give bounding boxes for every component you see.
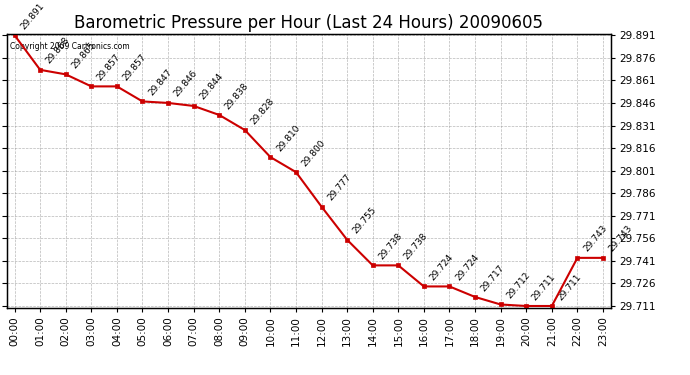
Text: 29.743: 29.743	[582, 224, 609, 254]
Text: 29.838: 29.838	[224, 81, 250, 111]
Text: 29.844: 29.844	[198, 72, 225, 102]
Text: 29.755: 29.755	[351, 206, 378, 236]
Text: 29.717: 29.717	[480, 263, 506, 293]
Text: 29.847: 29.847	[147, 68, 174, 97]
Text: 29.712: 29.712	[505, 270, 532, 300]
Text: 29.711: 29.711	[556, 272, 583, 302]
Text: 29.738: 29.738	[402, 231, 430, 261]
Text: 29.810: 29.810	[275, 123, 302, 153]
Text: 29.800: 29.800	[300, 138, 327, 168]
Text: 29.857: 29.857	[121, 52, 148, 82]
Text: 29.865: 29.865	[70, 40, 97, 70]
Text: 29.724: 29.724	[453, 252, 481, 282]
Text: 29.743: 29.743	[607, 224, 634, 254]
Text: Copyright 2009 Cartronics.com: Copyright 2009 Cartronics.com	[10, 42, 130, 51]
Text: 29.891: 29.891	[19, 1, 46, 31]
Text: 29.857: 29.857	[95, 52, 123, 82]
Title: Barometric Pressure per Hour (Last 24 Hours) 20090605: Barometric Pressure per Hour (Last 24 Ho…	[75, 14, 543, 32]
Text: 29.828: 29.828	[249, 96, 276, 126]
Text: 29.868: 29.868	[44, 36, 72, 66]
Text: 29.711: 29.711	[531, 272, 558, 302]
Text: 29.777: 29.777	[326, 172, 353, 202]
Text: 29.738: 29.738	[377, 231, 404, 261]
Text: 29.724: 29.724	[428, 252, 455, 282]
Text: 29.846: 29.846	[172, 69, 199, 99]
